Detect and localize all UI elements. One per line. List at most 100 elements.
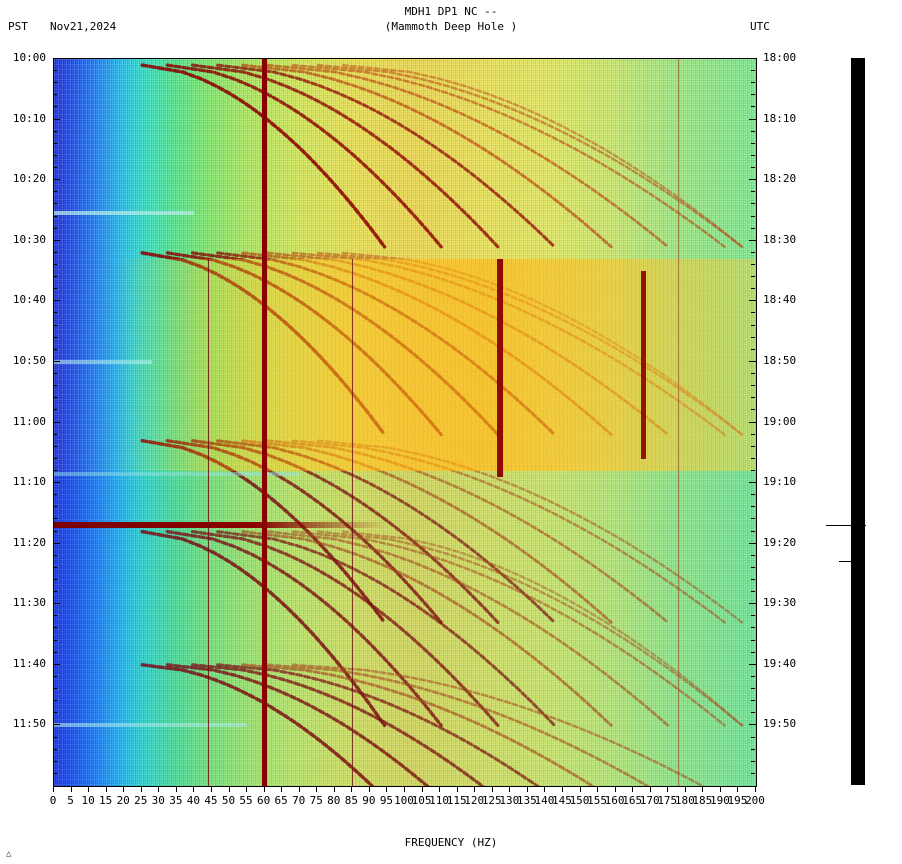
time-minor-tick — [53, 554, 57, 556]
time-tick-utc — [749, 542, 756, 544]
time-minor-tick — [53, 215, 57, 217]
harmonic-arc — [216, 663, 540, 786]
frequency-label: 5 — [67, 794, 74, 807]
time-minor-tick — [751, 397, 755, 399]
time-minor-tick — [53, 579, 57, 581]
frequency-label: 200 — [745, 794, 765, 807]
harmonic-arc — [291, 63, 726, 249]
frequency-label: 40 — [186, 794, 201, 807]
time-tick-pst — [53, 300, 60, 302]
time-minor-tick — [751, 154, 755, 156]
time-minor-tick — [751, 494, 755, 496]
time-label-pst: 11:40 — [12, 656, 46, 670]
time-label-pst: 10:00 — [12, 51, 46, 64]
time-minor-tick — [53, 700, 57, 702]
time-minor-tick — [53, 566, 57, 568]
time-minor-tick — [53, 736, 57, 738]
frequency-label: 115 — [446, 794, 467, 807]
frequency-label: 95 — [379, 794, 394, 807]
harmonic-arc — [190, 530, 500, 727]
time-label-pst: 10:10 — [12, 111, 46, 125]
frequency-line-178hz — [678, 59, 680, 786]
time-minor-tick — [751, 445, 755, 447]
frequency-label: 30 — [151, 794, 165, 807]
time-minor-tick — [751, 469, 755, 471]
harmonic-arc — [341, 530, 744, 727]
frequency-label: 45 — [204, 794, 218, 807]
time-minor-tick — [53, 675, 57, 677]
time-minor-tick — [751, 227, 755, 229]
time-label-pst: 10:50 — [12, 353, 46, 367]
time-tick-pst — [53, 179, 60, 181]
time-minor-tick — [53, 263, 57, 265]
broadband-event-marker — [54, 522, 388, 529]
time-label-pst: 10:40 — [12, 293, 46, 307]
drifting-peak-127hz — [496, 258, 503, 478]
time-tick-pst — [53, 118, 60, 120]
frequency-tick — [667, 786, 669, 792]
time-minor-tick — [751, 579, 755, 581]
frequency-tick — [298, 786, 300, 792]
frequency-label: 195 — [727, 794, 748, 807]
frequency-label: 180 — [674, 794, 695, 807]
time-minor-tick — [751, 530, 755, 532]
time-label-pst: 10:20 — [12, 172, 46, 186]
time-minor-tick — [751, 433, 755, 435]
frequency-tick — [351, 786, 353, 792]
frequency-label: 125 — [481, 794, 502, 807]
frequency-tick — [474, 786, 476, 792]
harmonic-arc — [291, 530, 726, 727]
time-minor-tick — [751, 263, 755, 265]
spectrogram-plot[interactable] — [53, 58, 757, 787]
time-minor-tick — [53, 506, 57, 508]
time-label-utc: 18:10 — [763, 111, 797, 125]
time-minor-tick — [751, 639, 755, 641]
corner-mark: △ — [6, 849, 12, 859]
frequency-label: 170 — [639, 794, 660, 807]
time-label-utc: 19:20 — [763, 535, 797, 549]
time-minor-tick — [53, 191, 57, 193]
frequency-label: 160 — [604, 794, 625, 807]
time-minor-tick — [53, 530, 57, 532]
time-minor-tick — [53, 469, 57, 471]
frequency-tick — [597, 786, 599, 792]
time-tick-pst — [53, 542, 60, 544]
time-minor-tick — [53, 772, 57, 774]
time-minor-tick — [751, 203, 755, 205]
frequency-tick — [719, 786, 721, 792]
time-minor-tick — [751, 167, 755, 169]
time-minor-tick — [751, 591, 755, 593]
time-minor-tick — [53, 748, 57, 750]
frequency-label: 165 — [622, 794, 643, 807]
time-tick-utc — [749, 482, 756, 484]
time-label-pst: 11:10 — [12, 475, 46, 489]
time-minor-tick — [751, 409, 755, 411]
time-minor-tick — [53, 288, 57, 290]
frequency-tick — [228, 786, 230, 792]
time-minor-tick — [751, 712, 755, 714]
time-minor-tick — [53, 324, 57, 326]
frequency-label: 70 — [292, 794, 306, 807]
helicorder-marker-2 — [839, 561, 865, 562]
time-minor-tick — [53, 94, 57, 96]
header-date: Nov21,2024 — [50, 20, 117, 33]
frequency-label: 100 — [394, 794, 414, 807]
frequency-label: 145 — [552, 794, 572, 807]
harmonic-arc — [190, 663, 485, 786]
time-minor-tick — [751, 276, 755, 278]
time-minor-tick — [53, 276, 57, 278]
frequency-line-44hz — [207, 258, 210, 786]
time-label-utc: 18:00 — [763, 51, 797, 64]
frequency-tick — [491, 786, 493, 792]
frequency-label: 85 — [344, 794, 358, 807]
frequency-label: 35 — [169, 794, 183, 807]
time-tick-utc — [749, 724, 756, 726]
time-minor-tick — [751, 324, 755, 326]
harmonic-arc — [266, 530, 670, 727]
frequency-tick — [53, 786, 54, 792]
time-minor-tick — [53, 154, 57, 156]
time-label-utc: 19:50 — [763, 717, 797, 731]
time-minor-tick — [751, 288, 755, 290]
harmonic-arc — [190, 63, 500, 249]
time-minor-tick — [751, 506, 755, 508]
